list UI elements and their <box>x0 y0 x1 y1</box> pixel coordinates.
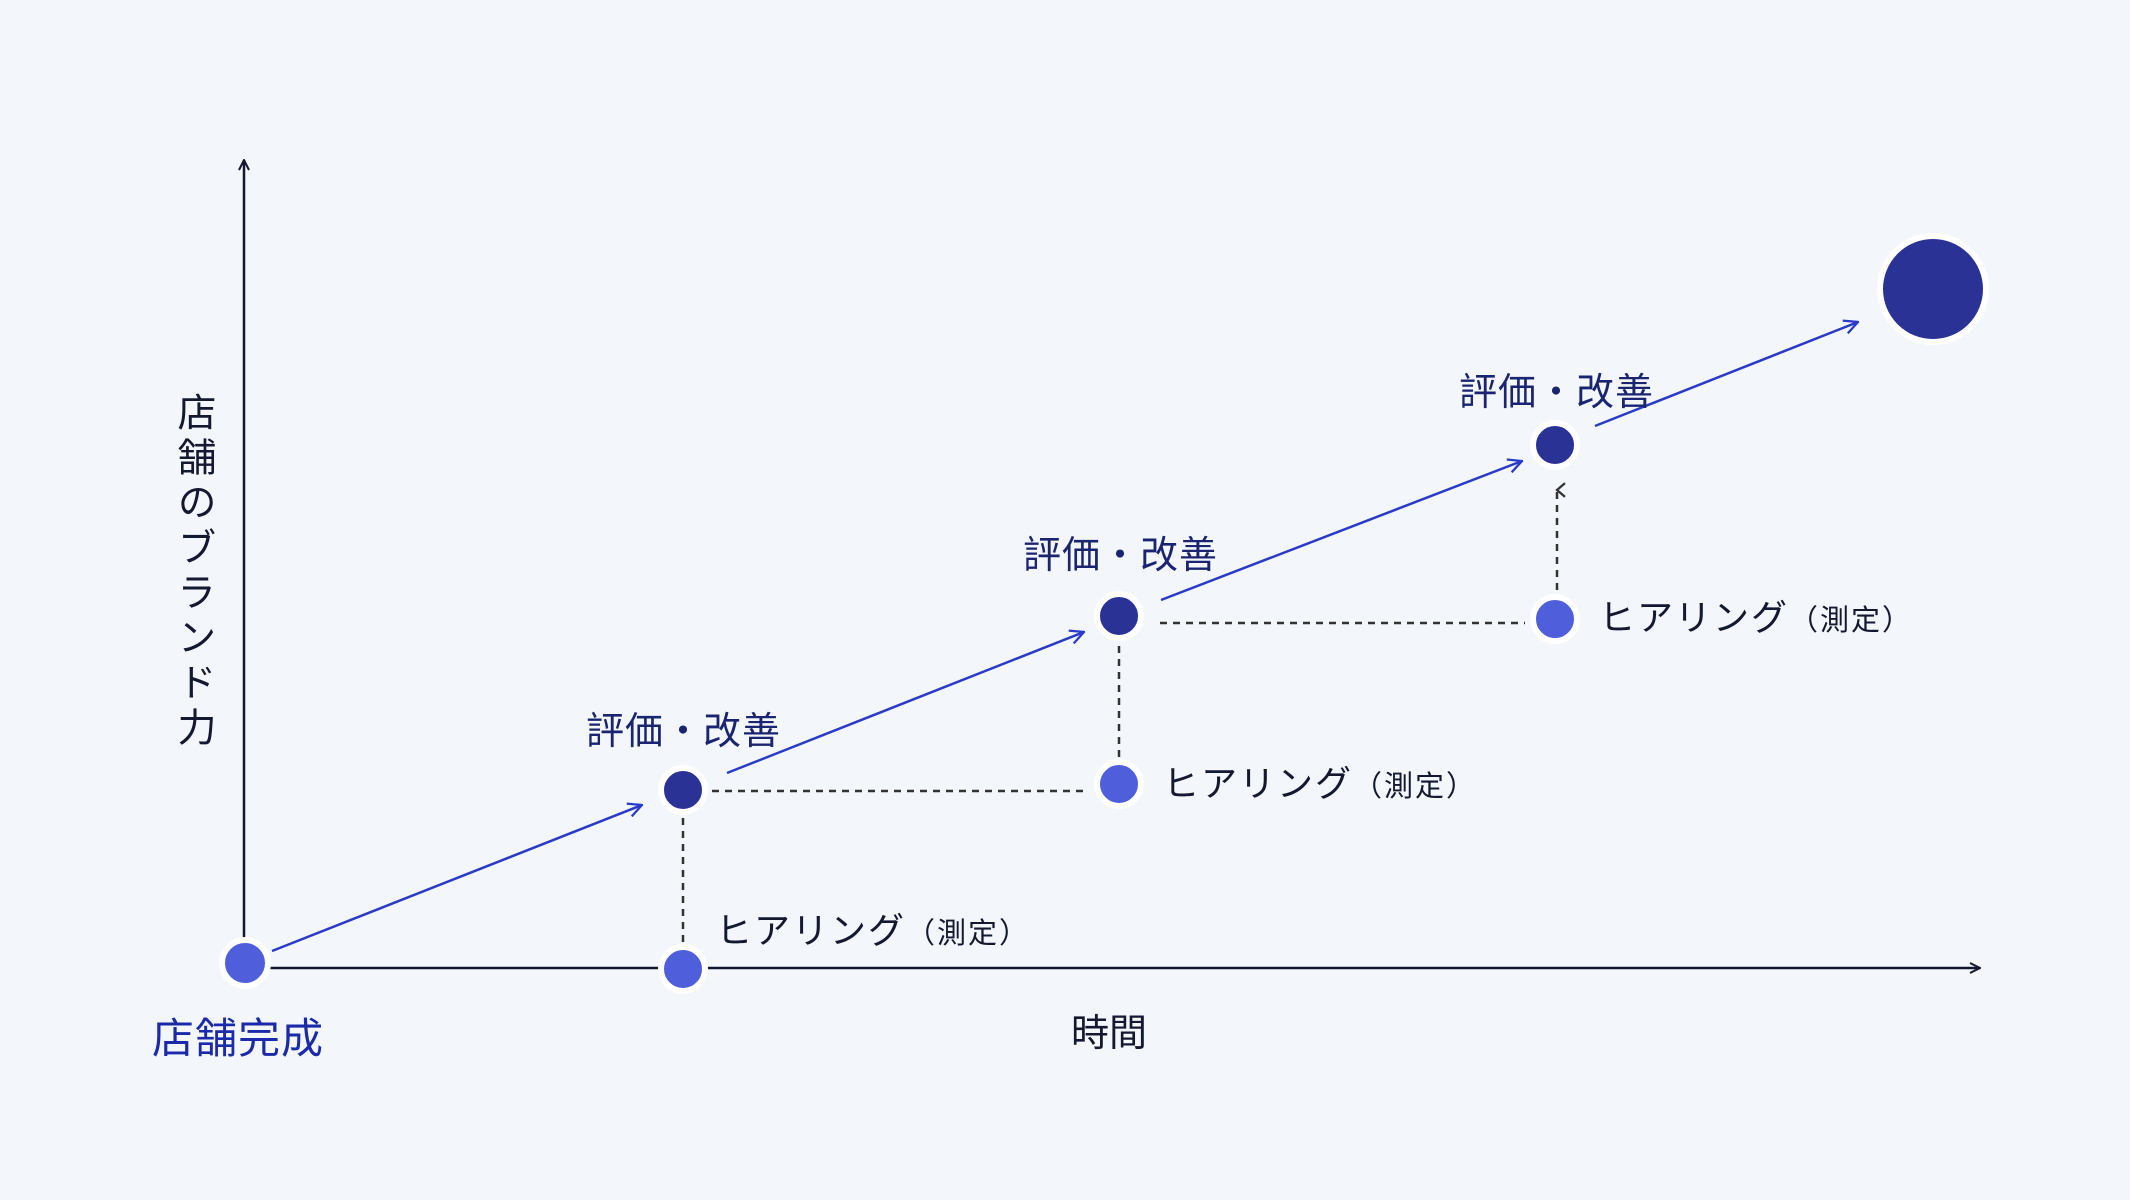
hearing-label-text: ヒアリング <box>1599 598 1790 639</box>
goal-node <box>1877 233 1989 345</box>
hearing-label-3: ヒアリング（測定） <box>1599 601 1913 637</box>
eval-label-2: 評価・改善 <box>1023 533 1219 577</box>
eval-node-3 <box>1530 420 1580 470</box>
progress-arrow <box>1160 461 1522 602</box>
eval-label-1: 評価・改善 <box>586 709 782 753</box>
progress-arrow <box>1594 322 1858 428</box>
hearing-node-2 <box>1094 759 1144 809</box>
hearing-node-1 <box>658 944 708 994</box>
hearing-label-1: ヒアリング（測定） <box>716 914 1030 950</box>
progress-arrow <box>271 805 642 953</box>
start-label: 店舗完成 <box>152 1014 325 1063</box>
y-axis-label: 店舗のブランド力 <box>171 392 216 752</box>
eval-node-2 <box>1094 591 1144 641</box>
x-axis-label: 時間 <box>1071 1011 1148 1055</box>
start-node <box>219 937 271 989</box>
hearing-label-sub: （測定） <box>906 916 1031 950</box>
hearing-label-sub: （測定） <box>1789 603 1914 637</box>
eval-node-1 <box>658 765 708 815</box>
hearing-label-text: ヒアリング <box>716 911 907 952</box>
hearing-node-3 <box>1530 594 1580 644</box>
hearing-label-text: ヒアリング <box>1163 764 1354 805</box>
progress-arrow <box>726 632 1084 775</box>
hearing-label-2: ヒアリング（測定） <box>1163 767 1477 803</box>
hearing-label-sub: （測定） <box>1353 769 1478 803</box>
eval-label-3: 評価・改善 <box>1459 370 1655 414</box>
